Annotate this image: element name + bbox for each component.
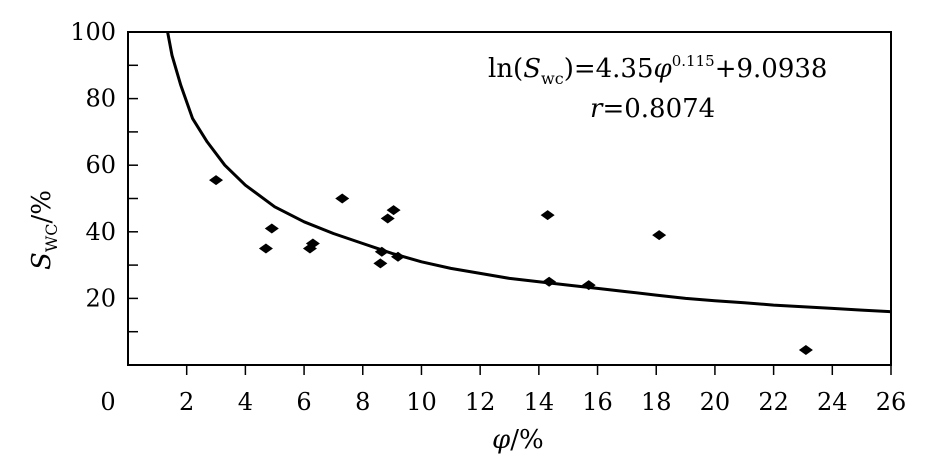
y-tick-label-100: 100 <box>70 18 116 46</box>
data-point-12 <box>542 276 557 287</box>
correlation-annotation: r=0.8074 <box>590 94 715 124</box>
y-tick-label-60: 60 <box>85 151 116 179</box>
data-point-4 <box>305 238 320 249</box>
x-tick-label-26: 26 <box>876 388 907 416</box>
data-point-14 <box>652 230 667 241</box>
x-tick-label-20: 20 <box>700 388 731 416</box>
x-tick-label-14: 14 <box>524 388 555 416</box>
equation-prefix: ln( <box>488 54 523 84</box>
y-axis-unit: /% <box>27 190 57 223</box>
x-axis-title: φ/% <box>492 425 544 455</box>
x-tick-label-12: 12 <box>465 388 496 416</box>
data-point-2 <box>264 223 279 234</box>
data-point-13 <box>581 280 596 291</box>
data-point-6 <box>373 258 388 269</box>
correlation-var: r <box>590 94 604 124</box>
equation-phi: φ <box>654 54 673 84</box>
fit-curve <box>166 31 892 314</box>
data-point-1 <box>258 243 273 254</box>
x-tick-label-2: 2 <box>179 388 194 416</box>
y-tick-label-20: 20 <box>85 284 116 312</box>
x-axis-unit: /% <box>510 425 543 455</box>
x-tick-label-16: 16 <box>582 388 613 416</box>
plot-frame <box>127 31 892 366</box>
x-tick-label-24: 24 <box>817 388 848 416</box>
y-tick-label-80: 80 <box>85 85 116 113</box>
equation-var-sub: wc <box>541 69 564 88</box>
y-tick-label-40: 40 <box>85 218 116 246</box>
data-points <box>209 175 813 356</box>
y-axis-subscript: WC <box>42 223 61 252</box>
x-axis-symbol: φ <box>492 425 511 455</box>
equation-annotation: ln(Swc)=4.35φ0.115+9.0938 <box>488 52 827 88</box>
data-point-0 <box>209 175 224 186</box>
x-tick-label-4: 4 <box>238 388 253 416</box>
data-point-15 <box>798 345 813 356</box>
y-axis-title: SWC/% <box>27 190 61 270</box>
equation-var: S <box>523 54 541 84</box>
data-point-9 <box>386 205 401 216</box>
correlation-value: =0.8074 <box>602 94 715 124</box>
data-point-5 <box>335 193 350 204</box>
x-tick-label-22: 22 <box>758 388 789 416</box>
data-point-11 <box>540 210 555 221</box>
axis-ticks <box>128 31 892 375</box>
x-tick-label-18: 18 <box>641 388 672 416</box>
x-tick-label-10: 10 <box>406 388 437 416</box>
fit-curve-layer <box>166 31 892 314</box>
equation-coefficient: )=4.35 <box>564 54 654 84</box>
x-tick-label-0: 0 <box>100 388 115 416</box>
data-point-7 <box>374 246 389 257</box>
data-point-8 <box>380 213 395 224</box>
data-point-10 <box>390 251 405 262</box>
x-tick-label-8: 8 <box>355 388 370 416</box>
y-axis-symbol: S <box>27 252 57 270</box>
equation-exponent: 0.115 <box>672 52 715 70</box>
x-tick-label-6: 6 <box>296 388 311 416</box>
equation-suffix: +9.0938 <box>715 54 828 84</box>
